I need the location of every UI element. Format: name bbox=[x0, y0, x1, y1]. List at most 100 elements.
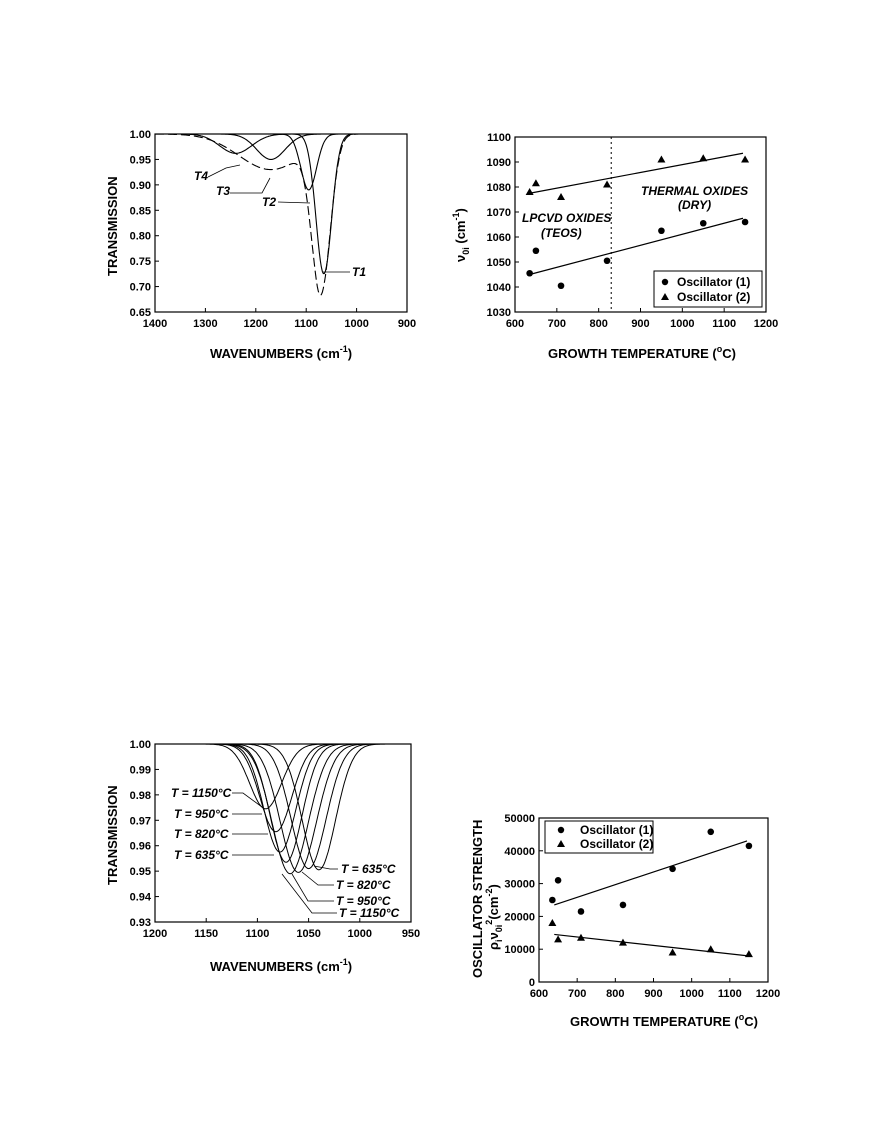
fit-line-oscillator-1 bbox=[554, 840, 748, 906]
legend-box bbox=[544, 820, 654, 854]
spectrum-curve-t4 bbox=[155, 133, 407, 154]
y-tick-label: 0.90 bbox=[130, 180, 151, 192]
y-tick-label: 1040 bbox=[487, 282, 511, 294]
label-right-1150: T = 1150°C bbox=[339, 906, 400, 920]
point-oscillator-1 bbox=[549, 896, 556, 904]
point-oscillator-2 bbox=[603, 180, 612, 188]
y-tick-label: 1030 bbox=[487, 307, 511, 319]
label-left-635: T = 635°C bbox=[174, 848, 229, 862]
point-oscillator-2 bbox=[668, 948, 677, 956]
y-axis-label: TRANSMISSION bbox=[105, 785, 120, 885]
y-tick-label: 0.95 bbox=[130, 866, 151, 878]
x-tick-label: 900 bbox=[398, 318, 416, 330]
y-tick-label: 1.00 bbox=[130, 739, 151, 751]
point-oscillator-1 bbox=[699, 219, 707, 227]
fit-lines bbox=[554, 840, 748, 957]
annotation-teos: (TEOS) bbox=[541, 226, 582, 240]
legend-label-1: Oscillator (1) bbox=[677, 275, 750, 289]
point-oscillator-2 bbox=[657, 155, 666, 163]
annotation-thermal: THERMAL OXIDES bbox=[641, 184, 748, 198]
y-axis-label: ν0i (cm-1) bbox=[451, 208, 471, 262]
leader-left-1150 bbox=[232, 792, 263, 808]
x-tick-label: 1000 bbox=[348, 928, 372, 940]
legend-marker-triangle bbox=[661, 293, 669, 300]
x-tick-label: 1100 bbox=[294, 318, 318, 330]
point-oscillator-1 bbox=[554, 877, 562, 884]
x-tick-label: 1100 bbox=[245, 928, 269, 940]
x-tick-label: 1150 bbox=[194, 928, 218, 940]
y-axis-label-line1: OSCILLATOR STRENGTH bbox=[470, 820, 485, 978]
x-tick-label: 1000 bbox=[670, 318, 694, 330]
x-tick-label: 800 bbox=[589, 318, 607, 330]
x-tick-label: 950 bbox=[402, 928, 420, 940]
x-tick-label: 1000 bbox=[679, 988, 703, 1000]
point-oscillator-2 bbox=[706, 945, 715, 953]
point-oscillator-2 bbox=[557, 193, 566, 200]
label-left-1150: T = 1150°C bbox=[171, 786, 232, 800]
legend-label-1: Oscillator (1) bbox=[580, 823, 653, 837]
y-tick-label: 0.99 bbox=[130, 764, 151, 776]
x-tick-label: 600 bbox=[506, 318, 524, 330]
x-tick-label: 600 bbox=[530, 988, 548, 1000]
x-tick-label: 1200 bbox=[244, 318, 268, 330]
y-tick-label: 0.70 bbox=[130, 282, 151, 294]
x-tick-label: 900 bbox=[644, 988, 662, 1000]
y-tick-label: 0.75 bbox=[130, 256, 151, 268]
x-tick-label: 1000 bbox=[344, 318, 368, 330]
label-t2: T2 bbox=[262, 195, 276, 209]
point-oscillator-2 bbox=[618, 938, 627, 946]
point-oscillator-1 bbox=[532, 247, 540, 255]
fit-lines bbox=[529, 152, 744, 276]
data-points bbox=[525, 154, 750, 290]
leader-right-820 bbox=[301, 871, 334, 886]
spectrum-curve-dashed bbox=[155, 133, 407, 297]
annotation-dry: (DRY) bbox=[678, 198, 711, 212]
tick-labels: 600 700 800 900 1000 1100 1200 50000 40000 30000 2… bbox=[504, 813, 780, 1000]
point-oscillator-2 bbox=[554, 935, 563, 943]
x-tick-label: 1100 bbox=[718, 988, 742, 1000]
point-oscillator-1 bbox=[557, 282, 565, 290]
y-tick-label: 0.94 bbox=[130, 892, 152, 904]
legend-marker-triangle bbox=[557, 840, 565, 847]
label-right-635: T = 635°C bbox=[341, 862, 396, 876]
y-tick-label: 50000 bbox=[504, 813, 535, 825]
x-tick-label: 1100 bbox=[712, 318, 736, 330]
leader-t3 bbox=[230, 177, 271, 194]
temperature-labels-right: T = 635°C T = 820°C T = 950°C T = 1150°C bbox=[281, 862, 400, 920]
y-axis-label-line2: ρiν0i2(cm-2) bbox=[484, 884, 504, 950]
y-tick-label: 40000 bbox=[504, 846, 535, 858]
spectrum-curve-8 bbox=[155, 743, 411, 875]
y-tick-label: 20000 bbox=[504, 911, 535, 923]
spectrum-curves bbox=[155, 743, 411, 875]
y-tick-label: 10000 bbox=[504, 944, 535, 956]
x-axis-label: WAVENUMBERS (cm-1) bbox=[210, 344, 352, 361]
legend-label-2: Oscillator (2) bbox=[580, 837, 653, 851]
y-tick-label: 1090 bbox=[487, 157, 511, 169]
x-tick-label: 700 bbox=[548, 318, 566, 330]
x-tick-label: 1200 bbox=[754, 318, 778, 330]
leader-right-635 bbox=[313, 865, 338, 870]
x-tick-label: 800 bbox=[606, 988, 624, 1000]
leader-t4 bbox=[207, 164, 241, 178]
label-right-950: T = 950°C bbox=[336, 894, 391, 908]
tick-labels: 600 700 800 900 1000 1100 1200 1100 1090 1080 1070… bbox=[487, 132, 779, 330]
y-tick-label: 1100 bbox=[487, 132, 511, 144]
point-oscillator-2 bbox=[699, 154, 708, 162]
legend-box bbox=[653, 270, 763, 308]
y-tick-label: 0.98 bbox=[130, 790, 151, 802]
point-oscillator-2 bbox=[531, 179, 540, 187]
leader-right-950 bbox=[291, 873, 334, 902]
point-oscillator-2 bbox=[741, 155, 750, 163]
legend: Oscillator (1) Oscillator (2) bbox=[544, 820, 654, 854]
x-tick-label: 1200 bbox=[756, 988, 780, 1000]
x-tick-label: 1050 bbox=[296, 928, 320, 940]
point-oscillator-1 bbox=[658, 227, 665, 235]
temperature-labels-left: T = 1150°C T = 950°C T = 820°C T = 635°C bbox=[171, 786, 274, 862]
x-axis-label: WAVENUMBERS (cm-1) bbox=[210, 957, 352, 974]
y-tick-label: 0.80 bbox=[130, 231, 151, 243]
point-oscillator-2 bbox=[576, 933, 585, 941]
data-points bbox=[548, 828, 753, 958]
